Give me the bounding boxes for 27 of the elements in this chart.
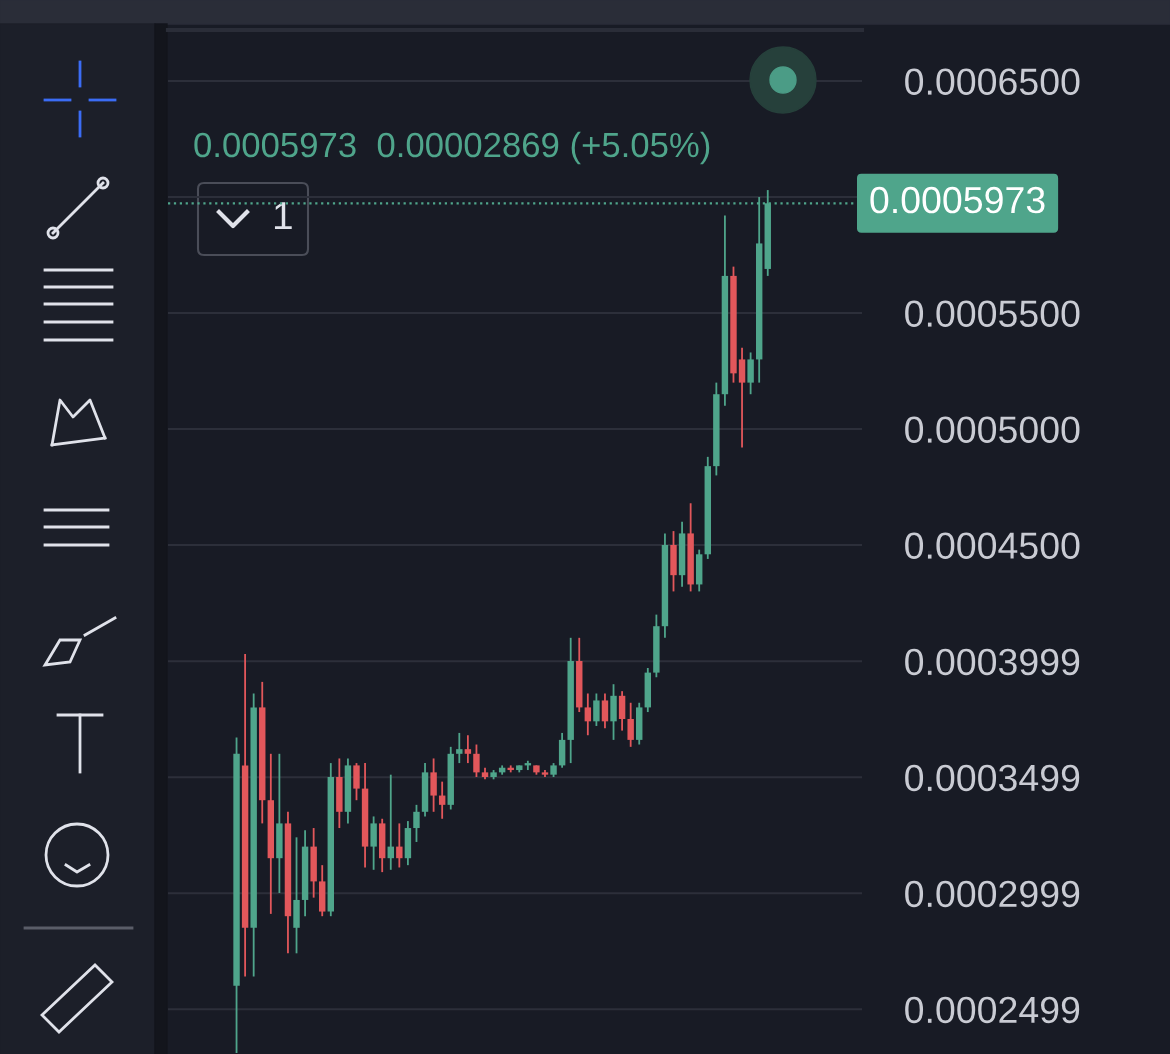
candlestick bbox=[396, 822, 403, 869]
candlestick bbox=[618, 690, 626, 732]
annotation: 1 bbox=[274, 202, 292, 230]
candlestick bbox=[593, 692, 600, 727]
text: 0.0005973 0.00002869 (+5.05%) bbox=[194, 131, 710, 165]
candlestick bbox=[738, 346, 746, 449]
ref-line-label: 0.0005973 bbox=[870, 186, 1045, 214]
candlestick bbox=[456, 732, 463, 764]
candlestick bbox=[601, 692, 609, 730]
candlestick bbox=[627, 701, 634, 748]
y-tick-label: 0.0002999 bbox=[905, 880, 1080, 908]
candlestick bbox=[747, 351, 754, 396]
candlestick bbox=[473, 743, 480, 778]
y-tick-label: 0.0004500 bbox=[905, 532, 1080, 559]
y-tick-label: 0.0003499 bbox=[905, 764, 1080, 792]
y-tick-label: 0.0002499 bbox=[905, 996, 1080, 1024]
y-tick-label: 0.0006500 bbox=[905, 68, 1080, 95]
candlestick bbox=[464, 734, 472, 764]
y-tick-label: 0.0003999 bbox=[905, 648, 1080, 676]
candlestick bbox=[413, 803, 420, 843]
candlestick bbox=[584, 692, 592, 737]
candlestick bbox=[353, 762, 360, 802]
candlestick bbox=[370, 815, 377, 871]
y-tick-label: 0.0005500 bbox=[905, 300, 1080, 327]
candlestick bbox=[438, 780, 446, 820]
y-tick-label: 0.0005000 bbox=[905, 416, 1080, 443]
candlestick bbox=[430, 757, 437, 813]
